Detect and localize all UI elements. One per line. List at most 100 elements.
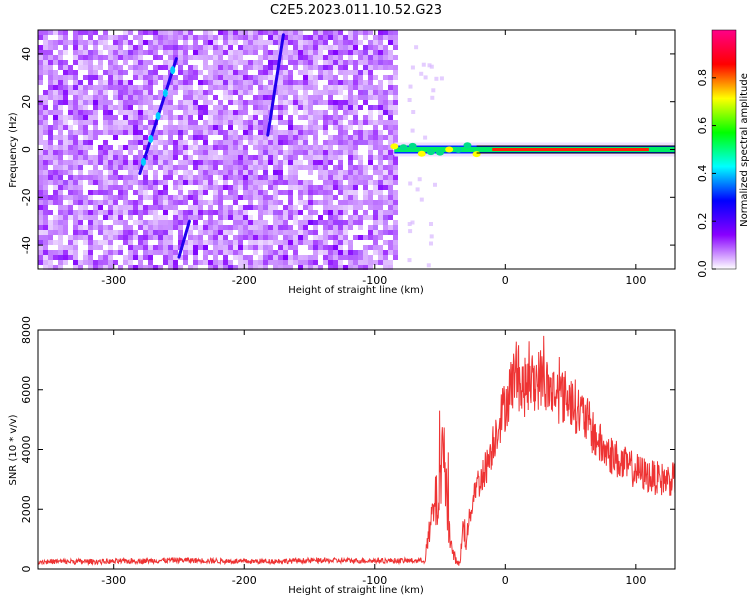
spectrogram-cell	[73, 115, 78, 120]
spectrogram-cell	[153, 140, 158, 145]
spectrogram-cell	[108, 240, 113, 245]
spectrogram-cell	[393, 55, 398, 60]
spectrogram-cell	[213, 40, 218, 45]
spectrogram-cell	[103, 35, 108, 40]
spectrogram-cell	[73, 45, 78, 50]
spectrogram-cell	[328, 230, 333, 235]
spectrogram-cell	[58, 55, 63, 60]
spectrogram-cell	[128, 105, 133, 110]
spectrogram-cell	[303, 255, 308, 260]
spectrogram-cell	[163, 150, 168, 155]
spectrogram-cell	[383, 210, 388, 215]
spectrogram-cell	[43, 250, 48, 255]
spectrogram-cell	[123, 230, 128, 235]
spectrogram-cell	[138, 30, 143, 35]
spectrogram-cell	[293, 220, 298, 225]
spectrogram-cell	[218, 260, 223, 265]
spectrogram-cell	[118, 90, 123, 95]
spectrogram-cell	[118, 165, 123, 170]
spectrogram-cell	[388, 250, 393, 255]
spectrogram-cell	[108, 70, 113, 75]
spectrogram-cell	[198, 70, 203, 75]
spectrogram-cell	[363, 210, 368, 215]
spectrogram-cell	[343, 95, 348, 100]
spectrogram-cell	[253, 260, 258, 265]
spectrogram-cell	[338, 145, 343, 150]
spectrogram-cell	[163, 190, 168, 195]
spectrogram-cell	[268, 200, 273, 205]
spectrogram-cell	[203, 240, 208, 245]
spectrogram-cell	[243, 265, 248, 270]
spectrogram-cell	[98, 160, 103, 165]
spectrogram-cell	[303, 155, 308, 160]
spectrogram-cell	[48, 175, 53, 180]
spectrogram-cell	[178, 30, 183, 35]
spectrogram-cell	[188, 235, 193, 240]
spectrogram-cell	[343, 50, 348, 55]
colorbar-tick-label: 0.8	[696, 69, 709, 87]
spectrogram-cell	[58, 240, 63, 245]
spectrogram-cell	[253, 100, 258, 105]
snr-x-ticks: -300 -200 -100 0 100	[101, 330, 646, 587]
spectrogram-cell	[123, 100, 128, 105]
spectrogram-cell	[128, 250, 133, 255]
spectrogram-cell	[58, 75, 63, 80]
spectrogram-cell	[293, 160, 298, 165]
spectrogram-cell	[363, 85, 368, 90]
spectrogram-cell	[93, 110, 98, 115]
spectrogram-cell	[73, 140, 78, 145]
spectrogram-cell	[73, 265, 78, 270]
spectrogram-cell	[248, 180, 253, 185]
spectrogram-cell	[373, 190, 378, 195]
spectrogram-cell	[73, 215, 78, 220]
spectrogram-cell	[323, 230, 328, 235]
spectrogram-cell	[128, 170, 133, 175]
spectrogram-cell	[228, 225, 233, 230]
spectrogram-cell	[198, 45, 203, 50]
spectrogram-cell	[88, 170, 93, 175]
spectrogram-cell	[258, 180, 263, 185]
spectrogram-cell	[238, 60, 243, 65]
spectrogram-cell	[63, 120, 68, 125]
spectrogram-cell	[138, 260, 143, 265]
spectrogram-cell	[263, 260, 268, 265]
spectrogram-cell	[378, 50, 383, 55]
spectrogram-cell	[273, 225, 278, 230]
spectrogram-cell	[73, 150, 78, 155]
spectrogram-cell	[103, 90, 108, 95]
spectrogram-cell	[343, 110, 348, 115]
spectrogram-cell	[43, 50, 48, 55]
spectrogram-cell	[318, 155, 323, 160]
spectrogram-cell	[258, 90, 263, 95]
spectrogram-cell	[268, 130, 273, 135]
spectrogram-cell	[378, 160, 383, 165]
spectrogram-cell	[373, 185, 378, 190]
spectrogram-cell	[268, 50, 273, 55]
spectrogram-cell	[373, 235, 378, 240]
spectrogram-cell	[253, 220, 258, 225]
spectrogram-cell	[58, 265, 63, 270]
spectrogram-cell	[298, 265, 303, 270]
spectrogram-cell	[348, 120, 353, 125]
spectrogram-cell	[58, 35, 63, 40]
spectrogram-cell	[318, 170, 323, 175]
spectrogram-cell	[208, 180, 213, 185]
spectrogram-cell	[178, 130, 183, 135]
spectrogram-cell	[188, 170, 193, 175]
spectrogram-cell	[338, 210, 343, 215]
spectrogram-cell	[48, 195, 53, 200]
spectrogram-cell	[348, 165, 353, 170]
spectrogram-cell	[133, 90, 138, 95]
spectrogram-cell	[353, 210, 358, 215]
spectrogram-cell	[203, 170, 208, 175]
spectrogram-cell	[93, 45, 98, 50]
spectrogram-cell	[368, 190, 373, 195]
spectrogram-cell	[258, 155, 263, 160]
spectrogram-cell	[258, 220, 263, 225]
spectrogram-cell	[338, 60, 343, 65]
spectrogram-cell	[178, 70, 183, 75]
spectrogram-cell	[193, 50, 198, 55]
spectrogram-cell	[83, 225, 88, 230]
spectrogram-cell	[303, 265, 308, 270]
